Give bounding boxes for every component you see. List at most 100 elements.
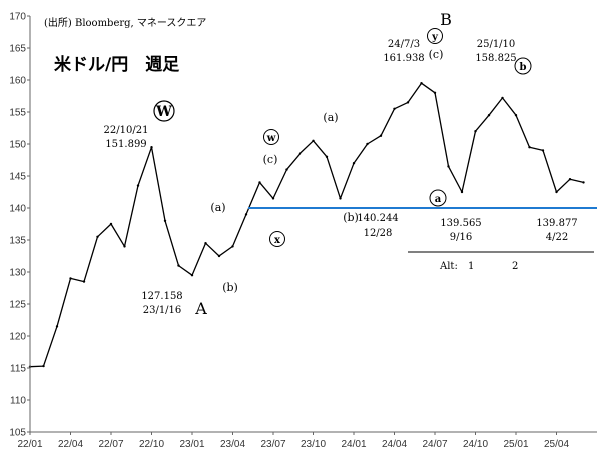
a-low-date-label: 23/1/16 [143,305,182,316]
x-tick-label: 24/10 [463,439,488,450]
y-tick-labels: 105 110 115 120 125 130 135 140 145 150 155 160 165 1… [9,12,30,439]
x-tick-label: 23/04 [220,439,245,450]
series-point [433,91,437,95]
wave-label-a: a [435,194,442,205]
series-point [136,184,140,187]
y-tick-label: 165 [9,44,26,55]
x-tick-label: 23/10 [301,439,326,450]
y-tick-label: 170 [9,12,26,23]
x-tick-label: 25/01 [503,439,528,450]
wave-label-a-first: (a) [210,201,225,214]
x-tick-label: 23/01 [179,439,204,450]
series-point [420,82,423,85]
w-date-label: 22/10/21 [104,125,149,136]
y-tick-label: 115 [10,364,26,375]
y-tick-label: 160 [9,76,26,87]
x-tick-label: 24/04 [382,439,407,450]
series-point [555,190,558,194]
series-point [514,114,518,117]
wave-label-y: y [431,32,439,43]
wave-label-b: b [520,62,527,73]
series-point [406,101,410,104]
y-tick-label: 140 [9,204,26,215]
wave-label-circle-w [263,129,279,145]
a-low-value-label: 127.158 [141,291,182,302]
y-tick-label: 155 [9,108,26,119]
series-point [339,197,342,200]
series-point [217,254,221,258]
series-point [528,146,531,149]
y-tick-label: 120 [9,332,26,343]
source-text: (出所) Bloomberg, マネースクエア [44,16,206,29]
peak-value-label: 161.938 [383,53,424,64]
series-point [42,364,45,368]
alt-count-2: 2 [512,261,518,272]
wave-label-circle-y [427,28,443,44]
wave-label-A: A [194,299,207,318]
series-point [379,134,383,137]
wave-label-b-first: (b) [222,281,238,294]
series-point [177,264,180,267]
b2-value-label: 140.244 [357,213,398,224]
y-tick-label: 135 [9,236,26,247]
series-point [568,178,572,181]
series-point [582,181,585,184]
series-point [190,274,194,277]
x-tick-label: 22/04 [58,439,83,450]
y-tick-label: 125 [9,300,26,311]
x-tick-label: 22/01 [17,439,42,450]
x-tick-label: 22/07 [98,439,123,450]
w-value-label: 151.899 [105,139,146,150]
series-point [55,325,59,328]
series-point [352,162,356,165]
wave-label-c-second: (c) [429,48,444,61]
alt-label: Alt: [439,261,458,272]
series-point [393,107,396,111]
peak2-date-label: 25/1/10 [477,39,516,50]
series-point [82,280,86,283]
wave-label-W: W [155,104,172,120]
series-point [460,190,464,194]
series-point [298,152,302,155]
series-point [487,114,491,117]
series-point [123,245,126,248]
series-point [285,168,288,171]
wave-label-circle-W [153,100,175,122]
series-point [325,155,329,158]
wave-label-c-first: (c) [263,153,278,166]
low1-date-label: 9/16 [450,232,472,243]
low2-value-label: 139.877 [536,218,577,229]
b2-date-label: 12/28 [364,228,393,239]
series-point [231,245,234,248]
series-point [541,149,545,152]
wave-label-circle-a [429,189,447,207]
x-tick-label: 24/07 [422,439,447,450]
x-tick-label: 24/01 [341,439,366,450]
chart-title: 米ドル/円 週足 [54,54,179,75]
series-point [69,277,72,280]
wave-label-x: x [274,235,281,246]
x-tick-label: 25/04 [544,439,569,450]
low1-value-label: 139.565 [440,218,481,229]
wave-label-circle-x [269,231,285,247]
wave-label-a-second: (a) [323,111,338,124]
peak2-value-label: 158.825 [475,53,516,64]
wave-label-w: w [266,133,276,144]
y-tick-label: 150 [9,140,26,151]
series-point [474,130,477,133]
low2-date-label: 4/22 [546,232,568,243]
series-point [271,197,275,200]
wave-label-B: B [440,10,452,29]
wave-label-circle-b [514,57,532,75]
series-point [150,146,153,149]
y-tick-label: 145 [9,172,26,183]
series-point [447,165,450,168]
series-point [258,181,261,184]
alt-count-1: 1 [468,261,474,272]
axes [29,16,597,433]
x-tick-label: 22/10 [139,439,164,450]
wave-label-b-second: (b) [343,211,359,224]
series-point [501,96,504,100]
series-point [312,139,315,142]
